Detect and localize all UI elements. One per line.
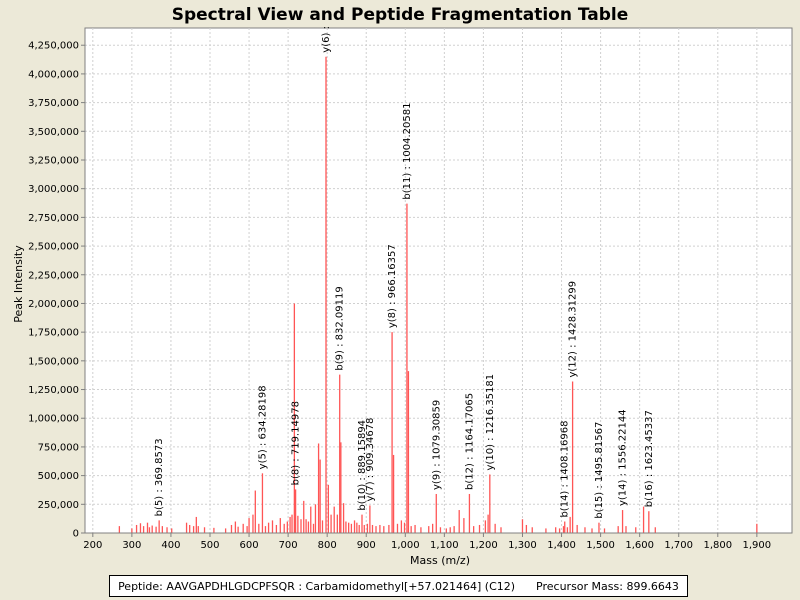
x-tick-label: 1,600 — [625, 540, 654, 551]
y-tick-label: 3,250,000 — [28, 155, 79, 166]
x-axis-label: Mass (m/z) — [410, 554, 470, 567]
x-tick-label: 1,700 — [664, 540, 693, 551]
y-tick-label: 2,500,000 — [28, 242, 79, 253]
x-tick-label: 300 — [122, 540, 141, 551]
x-tick-label: 900 — [357, 540, 376, 551]
peak-label: y(5) : 634.28198 — [257, 385, 268, 469]
y-tick-label: 4,250,000 — [28, 41, 79, 52]
y-tick-label: 3,000,000 — [28, 184, 79, 195]
peak-bars — [118, 56, 758, 533]
x-tick-label: 1,200 — [469, 540, 498, 551]
y-tick-label: 0 — [73, 529, 79, 540]
peak-label: b(10) : 889.15894 — [357, 420, 368, 511]
peak-label: y(8) : 966.16357 — [387, 244, 398, 328]
x-tick-label: 700 — [279, 540, 298, 551]
y-tick-label: 2,250,000 — [28, 270, 79, 281]
y-tick-label: 1,500,000 — [28, 356, 79, 367]
y-tick-label: 750,000 — [38, 442, 79, 453]
peak-label: b(12) : 1164.17065 — [464, 393, 475, 490]
x-tick-label: 800 — [318, 540, 337, 551]
y-tick-label: 2,000,000 — [28, 299, 79, 310]
peak-label: y(10) : 1216.35181 — [485, 374, 496, 471]
y-tick-label: 500,000 — [38, 471, 79, 482]
x-tick-label: 500 — [200, 540, 219, 551]
peak-label: b(11) : 1004.20581 — [402, 103, 413, 200]
y-tick-label: 1,250,000 — [28, 385, 79, 396]
x-tick-label: 200 — [83, 540, 102, 551]
peak-label: y(6) : — [321, 26, 332, 53]
peak-label: y(7) : 909.34678 — [365, 418, 376, 502]
y-tick-label: 250,000 — [38, 500, 79, 511]
plot-area — [84, 27, 793, 534]
peptide-info-text: Peptide: AAVGAPDHLGDCPFSQR : Carbamidome… — [118, 579, 679, 593]
chart-title: Spectral View and Peptide Fragmentation … — [172, 5, 629, 25]
x-tick-label: 400 — [161, 540, 180, 551]
peak-label: y(9) : 1079.30859 — [431, 400, 442, 490]
peak-label: y(12) : 1428.31299 — [568, 281, 579, 378]
axes: 0 250,000 500,000 750,000 1,000,000 1,250,000… — [28, 28, 792, 551]
peak-label: b(5) : 369.8573 — [154, 438, 165, 516]
peak-label: b(14) : 1408.16968 — [560, 420, 571, 517]
y-tick-label: 3,500,000 — [28, 127, 79, 138]
x-tick-label: 1,500 — [586, 540, 615, 551]
y-tick-label: 4,000,000 — [28, 69, 79, 80]
y-tick-label: 3,750,000 — [28, 98, 79, 109]
y-tick-label: 1,000,000 — [28, 414, 79, 425]
peak-label: y(14) : 1556.22144 — [618, 409, 629, 506]
peak-label: b(8) : 719.14978 — [291, 401, 302, 485]
peak-label: b(16) : 1623.45337 — [644, 410, 655, 507]
peptide-info-box: Peptide: AAVGAPDHLGDCPFSQR : Carbamidome… — [109, 575, 688, 597]
peak-annotations: b(5) : 369.8573 y(5) : 634.28198 b(8) : 71… — [154, 26, 655, 519]
peak-label: b(15) : 1495.81567 — [594, 422, 605, 519]
x-tick-label: 1,800 — [703, 540, 732, 551]
x-tick-label: 1,900 — [743, 540, 772, 551]
x-tick-label: 1,400 — [547, 540, 576, 551]
x-tick-label: 1,300 — [508, 540, 537, 551]
x-tick-label: 600 — [240, 540, 259, 551]
x-tick-label: 1,100 — [430, 540, 459, 551]
x-tick-label: 1,000 — [391, 540, 420, 551]
peak-label: b(9) : 832.09119 — [335, 286, 346, 370]
y-tick-label: 1,750,000 — [28, 328, 79, 339]
grid-lines — [85, 28, 792, 533]
y-axis-label: Peak Intensity — [12, 245, 25, 323]
y-tick-label: 2,750,000 — [28, 213, 79, 224]
